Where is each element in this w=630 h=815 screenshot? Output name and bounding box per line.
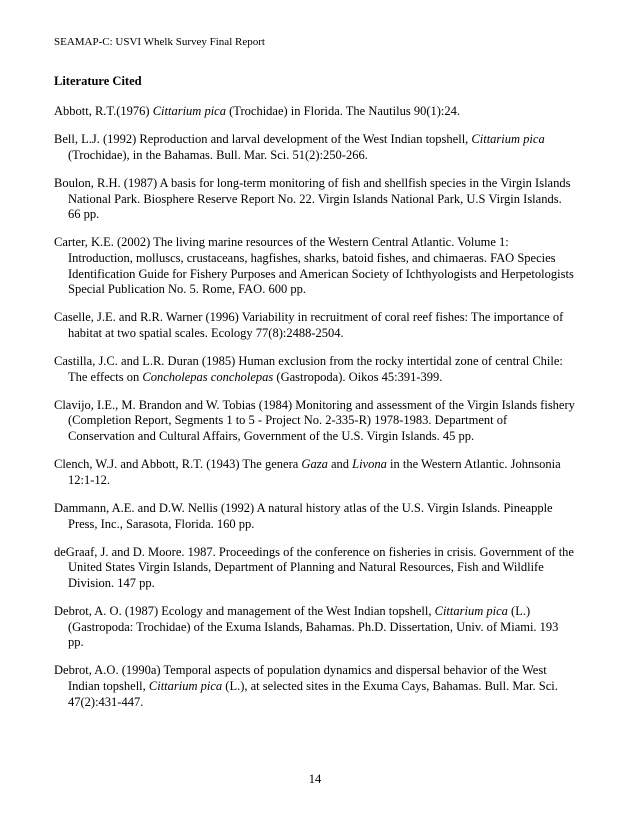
reference-text: Abbott, R.T.(1976) (54, 104, 153, 118)
reference-item: Bell, L.J. (1992) Reproduction and larva… (54, 132, 576, 163)
reference-item: Debrot, A.O. (1990a) Temporal aspects of… (54, 663, 576, 710)
italic-term: Cittarium pica (149, 679, 222, 693)
italic-term: Livona (352, 457, 387, 471)
reference-item: Clench, W.J. and Abbott, R.T. (1943) The… (54, 457, 576, 488)
italic-term: Cittarium pica (471, 132, 544, 146)
reference-text: deGraaf, J. and D. Moore. 1987. Proceedi… (54, 545, 574, 590)
italic-term: Gaza (301, 457, 327, 471)
reference-text: Carter, K.E. (2002) The living marine re… (54, 235, 574, 296)
reference-list: Abbott, R.T.(1976) Cittarium pica (Troch… (54, 104, 576, 710)
reference-item: Debrot, A. O. (1987) Ecology and managem… (54, 604, 576, 651)
reference-text: Caselle, J.E. and R.R. Warner (1996) Var… (54, 310, 563, 340)
reference-text: (Gastropoda). Oikos 45:391-399. (273, 370, 442, 384)
reference-item: Dammann, A.E. and D.W. Nellis (1992) A n… (54, 501, 576, 532)
reference-text: (Trochidae), in the Bahamas. Bull. Mar. … (68, 148, 368, 162)
reference-item: Boulon, R.H. (1987) A basis for long-ter… (54, 176, 576, 223)
italic-term: Cittarium pica (435, 604, 508, 618)
reference-text: Boulon, R.H. (1987) A basis for long-ter… (54, 176, 570, 221)
reference-item: Caselle, J.E. and R.R. Warner (1996) Var… (54, 310, 576, 341)
reference-item: Clavijo, I.E., M. Brandon and W. Tobias … (54, 398, 576, 445)
reference-item: Castilla, J.C. and L.R. Duran (1985) Hum… (54, 354, 576, 385)
reference-text: Clavijo, I.E., M. Brandon and W. Tobias … (54, 398, 575, 443)
running-header: SEAMAP-C: USVI Whelk Survey Final Report (54, 36, 576, 48)
reference-item: deGraaf, J. and D. Moore. 1987. Proceedi… (54, 545, 576, 592)
section-title: Literature Cited (54, 74, 576, 89)
page-number: 14 (0, 772, 630, 787)
reference-item: Carter, K.E. (2002) The living marine re… (54, 235, 576, 298)
reference-item: Abbott, R.T.(1976) Cittarium pica (Troch… (54, 104, 576, 120)
reference-text: Bell, L.J. (1992) Reproduction and larva… (54, 132, 471, 146)
reference-text: Clench, W.J. and Abbott, R.T. (1943) The… (54, 457, 301, 471)
reference-text: (Trochidae) in Florida. The Nautilus 90(… (226, 104, 460, 118)
italic-term: Concholepas concholepas (142, 370, 273, 384)
reference-text: Debrot, A. O. (1987) Ecology and managem… (54, 604, 435, 618)
reference-text: Dammann, A.E. and D.W. Nellis (1992) A n… (54, 501, 553, 531)
italic-term: Cittarium pica (153, 104, 226, 118)
page: SEAMAP-C: USVI Whelk Survey Final Report… (0, 0, 630, 815)
reference-text: and (328, 457, 352, 471)
